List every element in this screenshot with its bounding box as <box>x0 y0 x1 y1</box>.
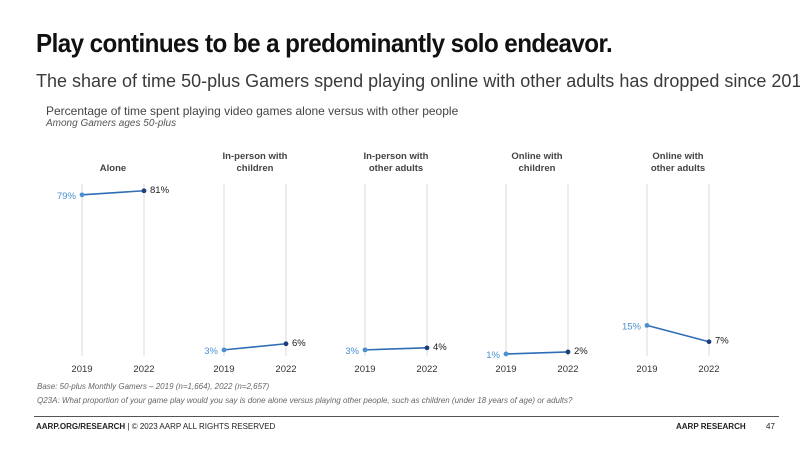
panel-title: Online with <box>652 151 703 162</box>
data-label-2019: 15% <box>622 321 642 332</box>
data-point-2019 <box>503 351 509 357</box>
panel-title: Online with <box>511 151 562 162</box>
data-label-2022: 4% <box>433 342 447 353</box>
panel-title: other adults <box>651 163 705 174</box>
panel-title: In-person with <box>223 151 288 162</box>
x-tick-label: 2022 <box>698 364 719 375</box>
panel-title: Alone <box>100 163 126 174</box>
page-number: 47 <box>766 422 775 431</box>
data-label-2022: 7% <box>715 336 729 347</box>
data-label-2022: 81% <box>150 185 170 196</box>
panel-title: other adults <box>369 163 423 174</box>
data-point-2022 <box>141 188 147 194</box>
series-line <box>646 324 710 343</box>
data-point-2022 <box>706 339 712 345</box>
x-tick-label: 2022 <box>275 364 296 375</box>
series-line <box>81 189 145 196</box>
panel-title: children <box>519 163 556 174</box>
data-point-2019 <box>79 192 85 198</box>
data-point-2022 <box>283 341 289 347</box>
panel-title: In-person with <box>364 151 429 162</box>
x-tick-label: 2019 <box>495 364 516 375</box>
series-line <box>364 347 428 351</box>
x-tick-label: 2019 <box>354 364 375 375</box>
x-tick-label: 2022 <box>133 364 154 375</box>
chart-title: Percentage of time spent playing video g… <box>46 104 459 118</box>
footer-copyright: AARP.ORG/RESEARCH | © 2023 AARP ALL RIGH… <box>36 422 275 431</box>
footer-rights: | © 2023 AARP ALL RIGHTS RESERVED <box>125 422 276 431</box>
data-label-2022: 6% <box>292 338 306 349</box>
x-tick-label: 2019 <box>71 364 92 375</box>
series-line <box>505 351 569 355</box>
data-point-2019 <box>644 323 650 328</box>
data-label-2022: 2% <box>574 346 588 357</box>
series-line <box>223 342 287 351</box>
chart-subtitle: Among Gamers ages 50-plus <box>46 118 177 129</box>
data-point-2022 <box>565 349 571 355</box>
data-label-2019: 3% <box>204 346 218 357</box>
x-tick-label: 2022 <box>416 364 437 375</box>
data-label-2019: 79% <box>57 191 77 202</box>
x-tick-label: 2019 <box>636 364 657 375</box>
x-tick-label: 2019 <box>213 364 234 375</box>
base-note: Base: 50-plus Monthly Gamers – 2019 (n=1… <box>37 382 270 391</box>
question-note: Q23A: What proportion of your game play … <box>37 396 573 405</box>
footer-brand: AARP RESEARCH <box>676 422 746 431</box>
footer-divider <box>34 416 779 417</box>
data-label-2019: 1% <box>486 350 500 361</box>
data-point-2022 <box>424 345 430 351</box>
page-subtitle: The share of time 50-plus Gamers spend p… <box>36 71 800 91</box>
x-tick-label: 2022 <box>557 364 578 375</box>
data-point-2019 <box>221 347 227 353</box>
data-point-2019 <box>362 347 368 353</box>
panel-title: children <box>237 163 274 174</box>
page-title: Play continues to be a predominantly sol… <box>36 28 613 58</box>
data-label-2019: 3% <box>345 346 359 357</box>
footer-link[interactable]: AARP.ORG/RESEARCH <box>36 422 126 431</box>
